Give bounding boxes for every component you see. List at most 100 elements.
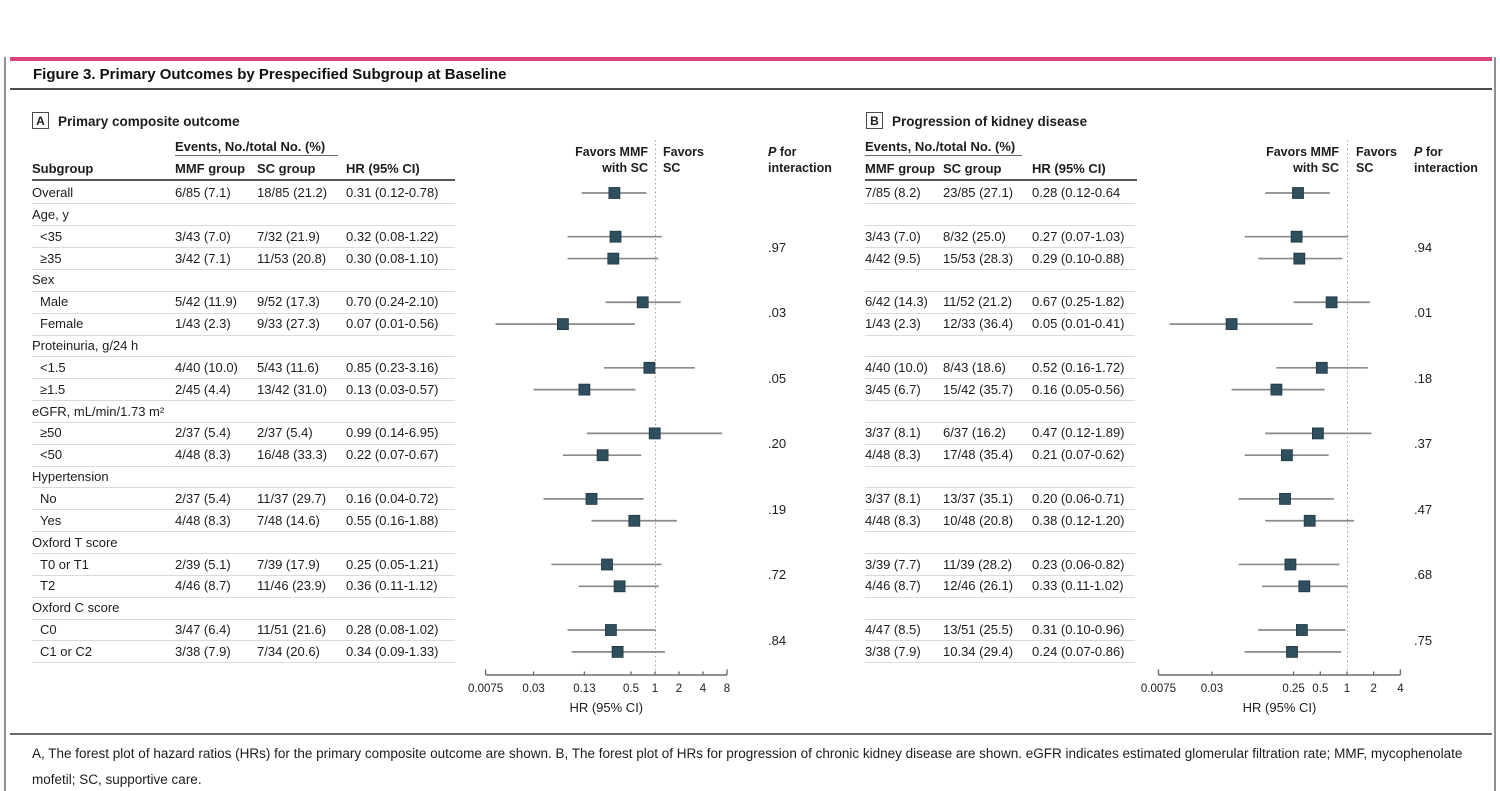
cell-hr: 0.16 (0.05-0.56) (1032, 381, 1125, 397)
cell-sc: 13/51 (25.5) (943, 622, 1014, 637)
row-separator (32, 531, 455, 533)
favors-right-line2: SC (663, 161, 681, 175)
panel-a-label-box: A (32, 112, 49, 129)
favors-right-line1: Favors (1356, 145, 1397, 159)
axis-tick-label: 2 (676, 683, 682, 695)
cell-hr: 0.70 (0.24-2.10) (346, 294, 439, 310)
cell-sc: 11/53 (20.8) (257, 250, 327, 266)
cell-sc: 17/48 (35.4) (943, 447, 1014, 463)
panel-b-label-box: B (866, 112, 883, 129)
hr-marker (648, 427, 661, 440)
axis-tick-label: 8 (724, 683, 730, 695)
cell-mmf: 3/42 (7.1) (175, 250, 231, 266)
row-separator (865, 356, 1135, 358)
hr-marker (607, 252, 620, 265)
hr-marker (613, 580, 626, 593)
favors-left-header-a: Favors MMF with SC (575, 144, 648, 176)
col-header-sc-a: SC group (257, 161, 316, 176)
cell-sc: 7/39 (17.9) (257, 556, 320, 572)
hr-marker (1303, 514, 1316, 527)
cell-mmf: 2/37 (5.4) (175, 425, 231, 441)
p-interaction-value: .18 (1414, 370, 1433, 386)
cell-sc: 11/46 (23.9) (257, 578, 327, 594)
row-separator (865, 640, 1135, 642)
cell-sc: 15/53 (28.3) (943, 250, 1014, 266)
hr-marker (1281, 449, 1293, 462)
hr-marker (611, 646, 624, 658)
cell-sc: 23/85 (27.1) (943, 185, 1014, 200)
row-label: ≥35 (40, 250, 62, 266)
axis-tick-label: 4 (700, 683, 707, 695)
cell-hr: 0.25 (0.05-1.21) (346, 556, 439, 572)
cell-hr: 0.55 (0.16-1.88) (346, 512, 439, 528)
row-separator (865, 662, 1135, 664)
col-header-subgroup: Subgroup (32, 161, 94, 176)
cell-mmf: 4/46 (8.7) (865, 578, 921, 594)
p-rest: for (776, 145, 797, 159)
cell-mmf: 4/48 (8.3) (175, 447, 231, 463)
row-separator (32, 203, 455, 205)
cell-sc: 10.34 (29.4) (943, 643, 1014, 659)
hr-marker (1312, 427, 1324, 440)
row-separator (32, 225, 455, 227)
cell-hr: 0.23 (0.06-0.82) (1032, 556, 1125, 572)
row-separator (865, 553, 1135, 554)
p-interaction-value: .94 (1414, 239, 1433, 255)
favors-left-header-b: Favors MMF with SC (1266, 144, 1339, 176)
cell-sc: 12/46 (26.1) (943, 578, 1014, 594)
row-separator (32, 662, 455, 664)
row-separator (865, 421, 1135, 423)
title-divider (10, 88, 1492, 90)
cell-hr: 0.22 (0.07-0.67) (346, 447, 439, 463)
hr-marker (585, 492, 598, 505)
hr-marker (1293, 252, 1306, 265)
p-interaction-value: .19 (768, 501, 787, 517)
row-separator (865, 443, 1135, 445)
hr-marker (1270, 383, 1283, 396)
favors-right-line2: SC (1356, 161, 1374, 175)
cell-sc: 6/37 (16.2) (943, 425, 1006, 441)
p-interaction-value: .75 (1414, 632, 1433, 648)
cell-hr: 0.52 (0.16-1.72) (1032, 359, 1125, 375)
row-separator (32, 574, 455, 576)
hr-marker (605, 624, 617, 636)
p-interaction-value: .84 (768, 632, 787, 648)
cell-mmf: 4/40 (10.0) (865, 359, 928, 375)
cell-hr: 0.85 (0.23-3.16) (346, 359, 439, 375)
subgroup-header: Sex (32, 272, 55, 288)
hr-marker (1284, 558, 1297, 571)
cell-mmf: 4/48 (8.3) (175, 512, 231, 528)
cell-mmf: 4/48 (8.3) (865, 512, 921, 528)
cell-sc: 10/48 (20.8) (943, 512, 1014, 528)
row-label: C1 or C2 (40, 643, 93, 659)
row-separator (32, 618, 455, 620)
axis-tick-label: 0.5 (1312, 683, 1328, 695)
hr-marker (557, 318, 569, 331)
p-interaction-value: .72 (768, 567, 787, 583)
subgroup-header: eGFR, mL/min/1.73 m² (32, 403, 165, 419)
cell-hr: 0.36 (0.11-1.12) (346, 578, 438, 594)
subgroup-header: Age, y (32, 206, 69, 222)
col-header-hr-b: HR (95% CI) (1032, 161, 1106, 176)
cell-hr: 0.31 (0.12-0.78) (346, 185, 439, 200)
hr-marker (636, 296, 649, 309)
caption-divider (10, 733, 1492, 735)
row-separator (865, 509, 1135, 511)
subgroup-header: Proteinuria, g/24 h (32, 338, 139, 353)
cell-sc: 7/34 (20.6) (257, 643, 320, 659)
row-separator (865, 574, 1135, 576)
cell-hr: 0.24 (0.07-0.86) (1032, 643, 1125, 659)
hr-marker (1296, 624, 1308, 636)
row-separator (32, 596, 455, 598)
row-separator (865, 596, 1135, 598)
p-interaction-header-a: P for interaction (768, 144, 832, 176)
cell-mmf: 1/43 (2.3) (865, 316, 921, 332)
cell-mmf: 2/39 (5.1) (175, 556, 231, 572)
cell-sc: 18/85 (21.2) (257, 185, 328, 200)
col-header-mmf-b: MMF group (865, 161, 936, 176)
cell-sc: 11/39 (28.2) (943, 556, 1013, 572)
figure-caption: A, The forest plot of hazard ratios (HRs… (32, 746, 1463, 787)
p-line2: interaction (1414, 161, 1478, 175)
cell-sc: 8/32 (25.0) (943, 228, 1006, 244)
row-separator (32, 378, 455, 380)
